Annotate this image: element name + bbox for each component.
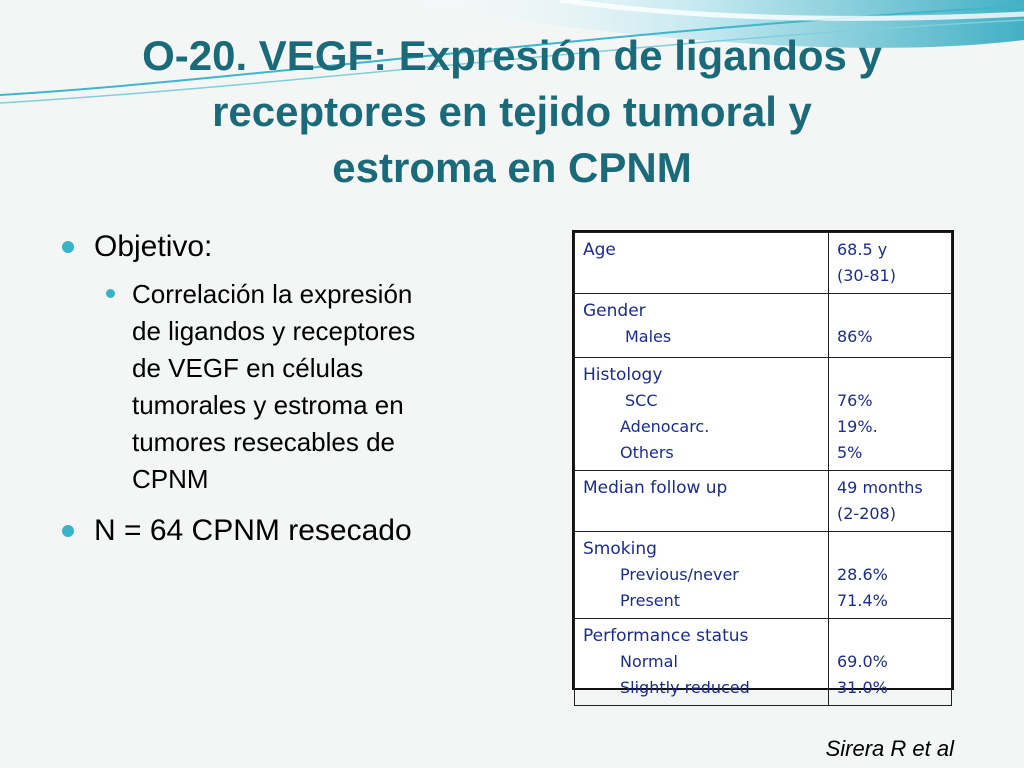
row-header: Age bbox=[583, 240, 616, 260]
cell-value: 5% bbox=[837, 443, 863, 462]
cell-value: 49 months bbox=[837, 478, 923, 497]
bullet-dot-icon bbox=[62, 525, 74, 537]
row-values-performance-status: 69.0% 31.0% bbox=[828, 618, 952, 706]
cell-value: 31.0% bbox=[837, 678, 888, 697]
cell-value: 68.5 y bbox=[837, 240, 888, 259]
bullet-objetivo: Objetivo: bbox=[62, 228, 502, 266]
cell-value bbox=[837, 536, 943, 562]
sub-bullet-line: tumores resecables de bbox=[132, 427, 396, 457]
bullet-dot-icon bbox=[62, 241, 74, 253]
patient-characteristics-table: Age 68.5 y (30-81) Gender Males 86% bbox=[572, 230, 954, 706]
table-row: Performance status Normal Slightly reduc… bbox=[574, 618, 952, 706]
cell-value: 69.0% bbox=[837, 652, 888, 671]
sub-bullet-line: Correlación la expresión bbox=[132, 279, 413, 309]
header-swoosh-decoration bbox=[0, 0, 1024, 104]
row-label-gender: Gender Males bbox=[574, 293, 829, 358]
bullet-text: N = 64 CPNM resecado bbox=[94, 514, 412, 547]
table-row: Median follow up 49 months (2-208) bbox=[574, 470, 952, 532]
row-label-smoking: Smoking Previous/never Present bbox=[574, 531, 829, 619]
row-sub-label: Adenocarc. bbox=[620, 417, 710, 436]
slide-title: O-20. VEGF: Expresión de ligandos y rece… bbox=[40, 28, 984, 196]
bullet-sample-size: N = 64 CPNM resecado bbox=[62, 512, 502, 550]
row-header: Performance status bbox=[583, 626, 749, 646]
cell-value bbox=[837, 623, 943, 649]
sub-bullet-line: de VEGF en células bbox=[132, 353, 364, 383]
row-sub-label: Present bbox=[620, 591, 681, 610]
row-sub-label: SCC bbox=[625, 391, 658, 410]
row-header: Smoking bbox=[583, 539, 657, 559]
cell-value bbox=[837, 298, 943, 324]
table-row: Age 68.5 y (30-81) bbox=[574, 232, 952, 294]
bullet-text: Objetivo: bbox=[94, 230, 213, 263]
sub-bullet-line: de ligandos y receptores bbox=[132, 316, 416, 346]
row-sub-label: Slightly reduced bbox=[620, 678, 750, 697]
row-header: Median follow up bbox=[583, 478, 728, 498]
table-row: Histology SCC Adenocarc. Others 76% 19%.… bbox=[574, 357, 952, 471]
bullet-dot-icon bbox=[106, 289, 115, 298]
sub-bullet-objective-description: Correlación la expresión de ligandos y r… bbox=[102, 276, 502, 498]
cell-value: 28.6% bbox=[837, 565, 888, 584]
cell-value bbox=[837, 362, 943, 388]
citation: Sirera R et al bbox=[825, 736, 954, 761]
title-line: receptores en tejido tumoral y bbox=[212, 88, 812, 135]
cell-value: 19%. bbox=[837, 417, 878, 436]
cell-value: (30-81) bbox=[837, 266, 896, 285]
sub-bullet-line: CPNM bbox=[132, 464, 209, 494]
row-values-gender: 86% bbox=[828, 293, 952, 358]
title-line: O-20. VEGF: Expresión de ligandos y bbox=[142, 32, 882, 79]
row-values-age: 68.5 y (30-81) bbox=[828, 232, 952, 294]
row-header: Gender bbox=[583, 301, 646, 321]
row-sub-label: Previous/never bbox=[620, 565, 739, 584]
row-sub-label: Normal bbox=[620, 652, 678, 671]
sub-bullet-line: tumorales y estroma en bbox=[132, 390, 404, 420]
title-line: estroma en CPNM bbox=[332, 144, 692, 191]
cell-value: 76% bbox=[837, 391, 873, 410]
row-header: Histology bbox=[583, 365, 663, 385]
table-row: Gender Males 86% bbox=[574, 293, 952, 358]
cell-value: 86% bbox=[837, 327, 873, 346]
row-sub-label: Males bbox=[625, 327, 672, 346]
row-label-age: Age bbox=[574, 232, 829, 294]
row-sub-label: Others bbox=[620, 443, 674, 462]
row-label-histology: Histology SCC Adenocarc. Others bbox=[574, 357, 829, 471]
row-values-histology: 76% 19%. 5% bbox=[828, 357, 952, 471]
row-values-median-follow-up: 49 months (2-208) bbox=[828, 470, 952, 532]
row-label-performance-status: Performance status Normal Slightly reduc… bbox=[574, 618, 829, 706]
bullet-list: Objetivo: Correlación la expresión de li… bbox=[62, 228, 502, 550]
row-values-smoking: 28.6% 71.4% bbox=[828, 531, 952, 619]
cell-value: (2-208) bbox=[837, 504, 896, 523]
table-row: Smoking Previous/never Present 28.6% 71.… bbox=[574, 531, 952, 619]
row-label-median-follow-up: Median follow up bbox=[574, 470, 829, 532]
cell-value: 71.4% bbox=[837, 591, 888, 610]
